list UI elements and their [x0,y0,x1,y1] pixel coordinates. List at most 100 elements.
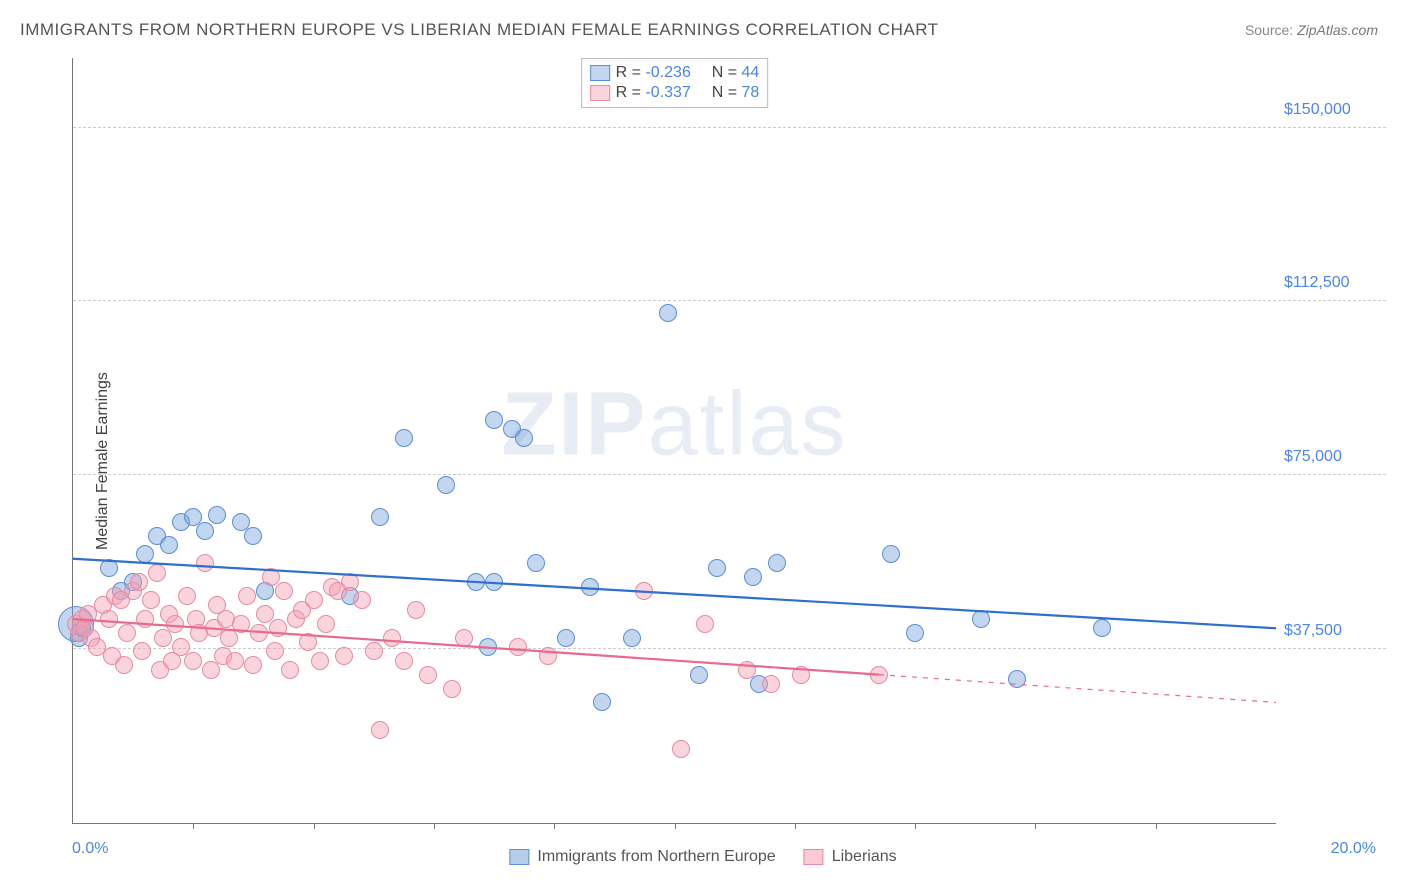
data-point-liberians [136,610,154,628]
data-point-northern [208,506,226,524]
legend-label: Immigrants from Northern Europe [537,848,775,866]
x-tick-mark [193,823,194,829]
data-point-liberians [341,573,359,591]
data-point-northern [479,638,497,656]
data-point-liberians [275,582,293,600]
data-point-northern [244,527,262,545]
watermark-zip: ZIP [501,375,647,475]
legend-swatch [509,849,529,865]
x-tick-mark [915,823,916,829]
x-tick-mark [675,823,676,829]
data-point-northern [467,573,485,591]
data-point-liberians [509,638,527,656]
gridline-h [73,474,1386,475]
source-value: ZipAtlas.com [1297,22,1378,38]
data-point-liberians [184,652,202,670]
data-point-liberians [305,591,323,609]
data-point-northern [882,545,900,563]
data-point-northern [557,629,575,647]
data-point-liberians [244,656,262,674]
data-point-northern [100,559,118,577]
data-point-northern [581,578,599,596]
data-point-liberians [281,661,299,679]
data-point-liberians [792,666,810,684]
data-point-northern [659,304,677,322]
swatch-northern [590,65,610,81]
data-point-northern [906,624,924,642]
data-point-liberians [238,587,256,605]
data-point-liberians [407,601,425,619]
data-point-liberians [311,652,329,670]
x-tick-mark [795,823,796,829]
n-value-northern: 44 [742,64,760,81]
data-point-northern [744,568,762,586]
data-point-liberians [118,624,136,642]
data-point-northern [972,610,990,628]
n-label: N = 44 [712,64,760,82]
r-value-liberians: -0.337 [645,84,690,101]
data-point-northern [485,573,503,591]
data-point-liberians [232,615,250,633]
series-legend: Immigrants from Northern Europe Liberians [509,848,896,866]
trend-lines [73,58,1276,823]
data-point-northern [160,536,178,554]
watermark-atlas: atlas [647,375,847,475]
data-point-liberians [166,615,184,633]
source-label: Source: [1245,22,1293,38]
data-point-liberians [226,652,244,670]
legend-item: Liberians [804,848,897,866]
data-point-liberians [738,661,756,679]
swatch-liberians [590,85,610,101]
data-point-liberians [142,591,160,609]
data-point-northern [196,522,214,540]
chart-container: Median Female Earnings R = -0.236 N = 44… [20,50,1386,872]
data-point-liberians [250,624,268,642]
legend-swatch [804,849,824,865]
data-point-northern [768,554,786,572]
data-point-liberians [365,642,383,660]
x-tick-mark [1035,823,1036,829]
data-point-northern [485,411,503,429]
legend-item: Immigrants from Northern Europe [509,848,775,866]
data-point-northern [136,545,154,563]
data-point-liberians [317,615,335,633]
data-point-liberians [196,554,214,572]
data-point-liberians [148,564,166,582]
y-tick-label: $75,000 [1284,448,1384,466]
legend-label: Liberians [832,848,897,866]
x-min-label: 0.0% [72,840,108,858]
data-point-liberians [696,615,714,633]
data-point-liberians [539,647,557,665]
data-point-liberians [335,647,353,665]
data-point-liberians [762,675,780,693]
chart-title: IMMIGRANTS FROM NORTHERN EUROPE VS LIBER… [20,20,939,40]
stats-row-northern: R = -0.236 N = 44 [590,63,760,83]
data-point-liberians [383,629,401,647]
x-tick-mark [314,823,315,829]
data-point-liberians [133,642,151,660]
x-max-label: 20.0% [1331,840,1376,858]
data-point-northern [708,559,726,577]
data-point-liberians [870,666,888,684]
y-tick-label: $112,500 [1284,274,1384,292]
watermark: ZIPatlas [501,374,847,477]
data-point-liberians [455,629,473,647]
gridline-h [73,300,1386,301]
data-point-northern [515,429,533,447]
n-value-liberians: 78 [742,84,760,101]
data-point-northern [395,429,413,447]
r-value-northern: -0.236 [645,64,690,81]
data-point-liberians [130,573,148,591]
data-point-liberians [672,740,690,758]
data-point-liberians [100,610,118,628]
source-attribution: Source: ZipAtlas.com [1245,22,1378,38]
data-point-liberians [443,680,461,698]
data-point-liberians [269,619,287,637]
x-tick-mark [1156,823,1157,829]
data-point-liberians [178,587,196,605]
data-point-liberians [299,633,317,651]
n-label: N = 78 [712,84,760,102]
data-point-liberians [266,642,284,660]
y-tick-label: $150,000 [1284,101,1384,119]
data-point-northern [1008,670,1026,688]
